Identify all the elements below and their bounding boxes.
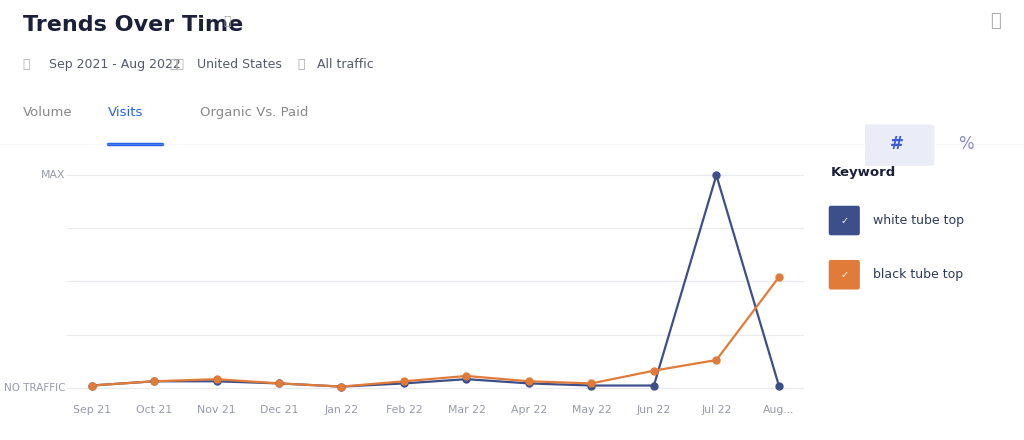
Point [459,372,475,379]
Point [459,376,475,383]
Point [771,382,787,389]
Point [83,382,99,389]
Point [646,382,663,389]
Point [270,380,287,387]
Text: ✓: ✓ [841,216,848,226]
Text: %: % [958,136,974,153]
Text: Visits: Visits [108,106,143,119]
Point [709,356,725,363]
Point [771,274,787,281]
Point [584,380,600,387]
Text: white tube top: white tube top [873,214,965,227]
Text: black tube top: black tube top [873,268,964,281]
Text: Trends Over Time: Trends Over Time [23,15,243,34]
Text: All traffic: All traffic [317,58,374,71]
FancyBboxPatch shape [860,125,934,166]
FancyBboxPatch shape [828,206,860,235]
Point [395,380,412,387]
Text: #: # [890,136,904,153]
Text: ✓: ✓ [841,270,848,280]
Text: NO TRAFFIC: NO TRAFFIC [4,383,66,392]
Text: United States: United States [197,58,282,71]
Point [395,378,412,385]
Point [709,172,725,179]
Text: MAX: MAX [41,170,66,180]
Point [333,383,349,390]
Point [584,382,600,389]
Point [646,367,663,374]
Text: ⧉: ⧉ [297,58,304,71]
Text: Volume: Volume [23,106,72,119]
Point [270,380,287,387]
Point [208,378,224,385]
FancyBboxPatch shape [828,260,860,290]
Point [145,378,162,385]
Point [521,380,538,387]
Text: 📅: 📅 [23,58,30,71]
Point [83,382,99,389]
Text: ⤓: ⤓ [990,11,1000,29]
Text: Organic Vs. Paid: Organic Vs. Paid [200,106,308,119]
Point [521,378,538,385]
Point [208,376,224,383]
Point [145,378,162,385]
Text: Sep 2021 - Aug 2022: Sep 2021 - Aug 2022 [49,58,181,71]
Text: ⓘ: ⓘ [223,15,230,28]
Point [333,383,349,390]
Text: Keyword: Keyword [830,166,896,180]
Text: 🇺🇸: 🇺🇸 [169,58,184,71]
